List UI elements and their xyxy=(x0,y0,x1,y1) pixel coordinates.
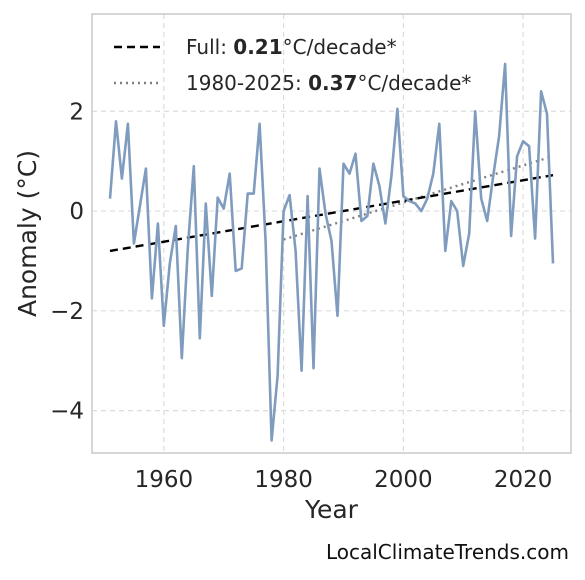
y-tick-label: 0 xyxy=(69,199,84,225)
x-tick-label: 2020 xyxy=(494,467,553,493)
legend-entry: 1980-2025: 0.37°C/decade* xyxy=(186,71,471,95)
plot-frame xyxy=(91,13,572,454)
site-credit: LocalClimateTrends.com xyxy=(325,540,569,564)
x-tick-label: 1980 xyxy=(254,467,313,493)
anomaly-series-line xyxy=(108,62,555,442)
legend: Full: 0.21°C/decade* 1980-2025: 0.37°C/de… xyxy=(114,35,471,95)
y-tick-label: 2 xyxy=(69,99,84,125)
y-axis-ticks: 2 0 −2 −4 xyxy=(50,99,84,424)
x-tick-label: 2000 xyxy=(374,467,433,493)
y-axis-label: Anomaly (°C) xyxy=(13,150,42,317)
data-series xyxy=(108,62,555,442)
x-axis-label: Year xyxy=(304,495,359,524)
legend-entry: Full: 0.21°C/decade* xyxy=(186,35,397,59)
y-tick-label: −4 xyxy=(50,399,84,425)
full-trend-line xyxy=(109,173,554,253)
y-tick-label: −2 xyxy=(50,299,84,325)
x-axis-ticks: 1960 1980 2000 2020 xyxy=(135,467,553,493)
x-tick-label: 1960 xyxy=(135,467,194,493)
